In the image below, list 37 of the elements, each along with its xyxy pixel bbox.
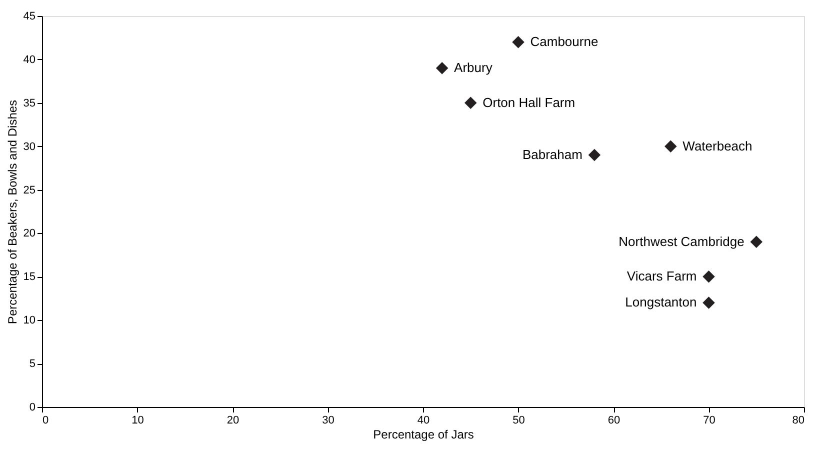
y-tick-label: 10: [23, 314, 36, 327]
x-tick-label: 40: [417, 414, 430, 426]
point: [436, 62, 448, 74]
point: [664, 140, 677, 152]
y-tick-label: 45: [23, 10, 36, 22]
y-tick-label: 5: [29, 358, 36, 370]
x-tick-label: 80: [792, 414, 804, 426]
y-tick-label: 0: [29, 402, 36, 414]
annotation: Longstanton: [625, 294, 697, 310]
y-axis-title: Percentage of Beakers, Bowls and Dishes: [5, 100, 20, 324]
annotation: Babraham: [522, 147, 582, 162]
y-tick-label: 20: [23, 228, 36, 240]
x-tick-label: 20: [226, 414, 240, 426]
point: [588, 148, 601, 162]
y-tick-label: 15: [23, 271, 36, 284]
point: [702, 296, 715, 309]
x-tick-label: 30: [322, 414, 334, 426]
point: [512, 36, 524, 48]
point: [702, 270, 715, 283]
y-tick-label: 30: [23, 140, 36, 153]
y-tick-label: 35: [23, 97, 36, 110]
x-tick-label: 60: [608, 414, 620, 426]
x-tick-label: 70: [703, 414, 716, 426]
x-tick-label: 10: [132, 414, 144, 426]
annotation: Waterbeach: [682, 138, 752, 154]
y-tick-label: 25: [23, 184, 36, 196]
point: [464, 96, 477, 110]
x-tick-label: 50: [512, 414, 525, 426]
x-tick-label: 0: [42, 414, 49, 426]
y-tick-label: 40: [23, 54, 36, 66]
annotation: Orton Hall Farm: [482, 94, 576, 110]
point: [750, 236, 762, 248]
annotation: Northwest Cambridge: [618, 234, 744, 249]
annotation: Arbury: [454, 60, 493, 76]
x-axis-title: Percentage of Jars: [373, 428, 474, 442]
annotation: Cambourne: [530, 34, 598, 50]
annotation: Vicars Farm: [626, 268, 697, 284]
